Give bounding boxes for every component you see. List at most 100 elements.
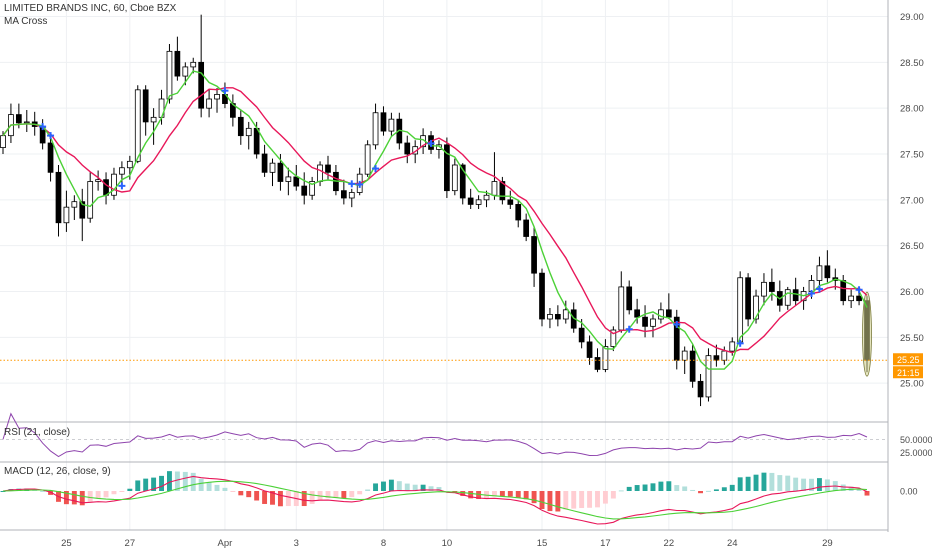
macd-hist-bar <box>745 476 751 491</box>
candle-body <box>665 309 672 318</box>
macd-hist-bar <box>761 472 767 491</box>
candle-body <box>451 164 458 192</box>
candle-body <box>142 89 149 123</box>
candle-body <box>317 164 323 182</box>
macd-hist-bar <box>103 491 109 498</box>
macd-hist-bar <box>785 475 791 491</box>
macd-hist-bar <box>270 491 275 505</box>
ma-cross-markers <box>39 87 863 347</box>
macd-hist-bar <box>602 491 608 504</box>
candle-body <box>555 314 561 320</box>
macd-hist-bar <box>824 479 830 491</box>
candle-body <box>436 144 442 150</box>
candle-body <box>103 179 109 196</box>
candle-body <box>261 153 268 173</box>
macd-hist-bar <box>706 490 711 492</box>
macd-hist-bar <box>127 488 133 491</box>
countdown-tag <box>893 366 923 379</box>
candle-body <box>729 341 736 352</box>
candle-body <box>380 112 387 132</box>
macd-hist-bar <box>777 475 783 491</box>
candle-body <box>721 350 728 361</box>
macd-hist-bar <box>159 475 164 491</box>
macd-hist-bar <box>579 491 585 509</box>
time-tick-label: 8 <box>381 538 386 549</box>
candle-body <box>269 162 276 173</box>
macd-hist-bar <box>642 484 648 491</box>
candle-body <box>245 127 252 137</box>
macd-hist-bar <box>246 491 252 498</box>
candle-body <box>348 192 355 199</box>
candle-body <box>483 194 490 201</box>
macd-hist-bar <box>119 491 125 492</box>
price-tick-label: 27.50 <box>900 150 924 161</box>
macd-hist-bar <box>143 478 149 491</box>
macd-hist-bar <box>420 484 426 491</box>
ma-slow-line <box>2 87 868 354</box>
time-axis[interactable]: 25 27 Apr 3 8 10 15 17 22 24 29 <box>61 538 833 549</box>
time-tick-label: 22 <box>664 538 675 549</box>
candle-body <box>515 204 522 221</box>
candle-body <box>467 197 474 205</box>
macd-hist-bar <box>373 483 379 491</box>
candle-body <box>0 135 6 148</box>
macd-hist-bar <box>404 483 410 491</box>
chart-title: LIMITED BRANDS INC, 60, Cboe BZX <box>4 3 177 14</box>
macd-hist-bar <box>491 491 497 497</box>
macd-hist-bar <box>610 491 616 499</box>
candle-body <box>856 295 862 302</box>
macd-hist-bar <box>0 491 6 492</box>
candle-body <box>134 89 141 162</box>
rsi-line <box>2 412 868 458</box>
macd-hist-bar <box>325 491 331 499</box>
price-axis[interactable]: 29.00 28.50 28.00 27.50 27.00 26.50 26.00 25.50… <box>893 12 932 497</box>
candle-body <box>547 314 553 320</box>
macd-hist-bar <box>301 491 307 507</box>
macd-hist-bar <box>254 491 260 501</box>
macd-hist-bar <box>864 491 870 496</box>
macd-hist-bar <box>381 481 386 491</box>
candle-body <box>214 94 220 100</box>
candle-body <box>23 121 30 124</box>
macd-hist-bar <box>396 481 402 491</box>
macd-hist-bar <box>499 491 505 497</box>
macd-hist-bar <box>190 472 196 491</box>
price-tick-label: 28.50 <box>900 58 924 69</box>
macd-hist-bar <box>238 491 244 496</box>
candle-body <box>79 201 86 219</box>
candle-body <box>523 219 530 237</box>
macd-hist-bar <box>856 488 862 491</box>
time-tick-label: Apr <box>218 538 233 549</box>
price-tick-label: 29.00 <box>900 12 924 23</box>
macd-hist-bar <box>666 481 672 491</box>
macd-hist-bar <box>436 487 442 491</box>
last-price-tag <box>893 353 923 366</box>
candle-body <box>206 98 212 109</box>
macd-hist-bar <box>230 491 236 492</box>
macd-hist-bar <box>40 490 46 492</box>
candle-body <box>71 201 78 208</box>
macd-hist-bar <box>587 491 593 508</box>
price-tick-label: 27.00 <box>900 195 924 206</box>
macd-hist-bar <box>793 477 799 491</box>
macd-hist-bar <box>547 491 553 512</box>
price-tick-label: 26.50 <box>900 241 924 252</box>
macd-hist-bar <box>658 481 664 491</box>
price-tick-label: 28.00 <box>900 104 924 115</box>
macd-hist-bar <box>507 491 513 497</box>
macd-hist-bar <box>618 490 624 492</box>
macd-line <box>2 475 868 525</box>
macd-hist-bar <box>650 483 656 491</box>
ma-fast-line <box>2 70 868 370</box>
last-bar-highlight <box>862 291 872 377</box>
candle-body <box>47 142 54 173</box>
candle-body <box>388 118 395 132</box>
macd-hist-bar <box>626 486 632 491</box>
candle-body <box>713 355 720 361</box>
candle-body <box>769 281 775 292</box>
macd-hist-bar <box>523 491 529 500</box>
candle-body <box>658 309 664 320</box>
macd-hist-bar <box>388 479 394 491</box>
macd-hist-bar <box>71 491 77 505</box>
